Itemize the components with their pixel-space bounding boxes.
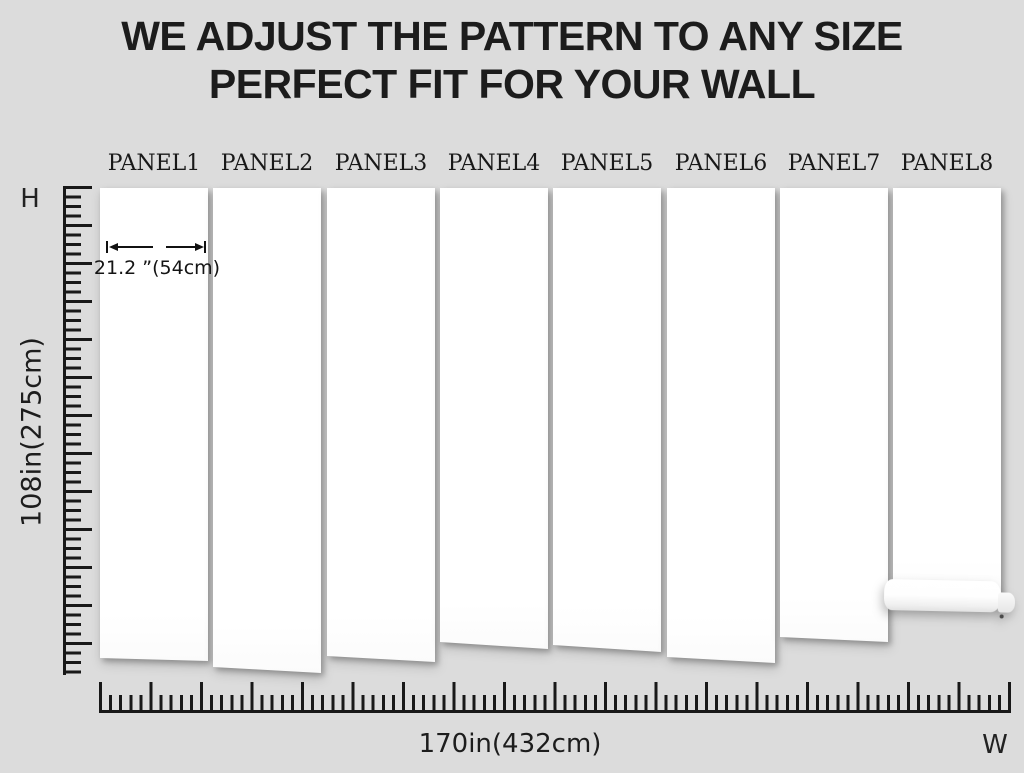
panel-2	[213, 188, 321, 673]
width-ruler	[99, 682, 1011, 713]
dimension-right-shaft	[166, 246, 196, 248]
panel-6-sheet	[667, 188, 775, 663]
panel-label-5: PANEL5	[560, 151, 654, 176]
panel-label-7: PANEL7	[787, 151, 881, 176]
wallpaper-roll-end-cap	[997, 592, 1016, 613]
title-line-1: WE ADJUST THE PATTERN TO ANY SIZE	[121, 13, 903, 59]
dimension-left-shaft	[117, 246, 153, 248]
panel-label-8: PANEL8	[900, 151, 994, 176]
panel-2-sheet	[213, 188, 321, 673]
panel-label-3: PANEL3	[334, 151, 428, 176]
panel-3-sheet	[327, 188, 435, 662]
panel-label-1: PANEL1	[107, 151, 201, 176]
panel-label-6: PANEL6	[674, 151, 768, 176]
panel-3	[327, 188, 435, 662]
panel-8-sheet	[893, 188, 1001, 600]
panel-6	[667, 188, 775, 663]
dimension-right-bar	[204, 241, 206, 253]
page-title: WE ADJUST THE PATTERN TO ANY SIZE PERFEC…	[0, 12, 1024, 108]
panel-7	[780, 188, 888, 642]
width-axis-letter: W	[982, 730, 1008, 760]
panel-label-4: PANEL4	[447, 151, 541, 176]
panel-1	[100, 188, 208, 661]
wallpaper-roll-body	[883, 579, 1002, 613]
height-ruler	[63, 186, 94, 675]
dimension-left-bar	[106, 241, 108, 253]
panel-5-sheet	[553, 188, 661, 652]
wall-height-label: 108in(275cm)	[16, 337, 48, 527]
panel-4	[440, 188, 548, 649]
panel-1-sheet	[100, 188, 208, 661]
arrow-left-icon	[109, 243, 118, 251]
panel-5	[553, 188, 661, 652]
panel-8	[893, 188, 1001, 600]
title-line-2: PERFECT FIT FOR YOUR WALL	[208, 61, 816, 107]
height-axis-letter: H	[20, 184, 40, 214]
wall-width-label: 170in(432cm)	[418, 729, 602, 759]
panel-label-2: PANEL2	[220, 151, 314, 176]
wallpaper-roll-core-dot	[999, 614, 1004, 619]
panel-7-sheet	[780, 188, 888, 642]
panel-width-label: 21.2 ”(54cm)	[93, 257, 221, 279]
wallpaper-roll	[883, 579, 1017, 622]
arrow-right-icon	[195, 243, 204, 251]
panel-4-sheet	[440, 188, 548, 649]
